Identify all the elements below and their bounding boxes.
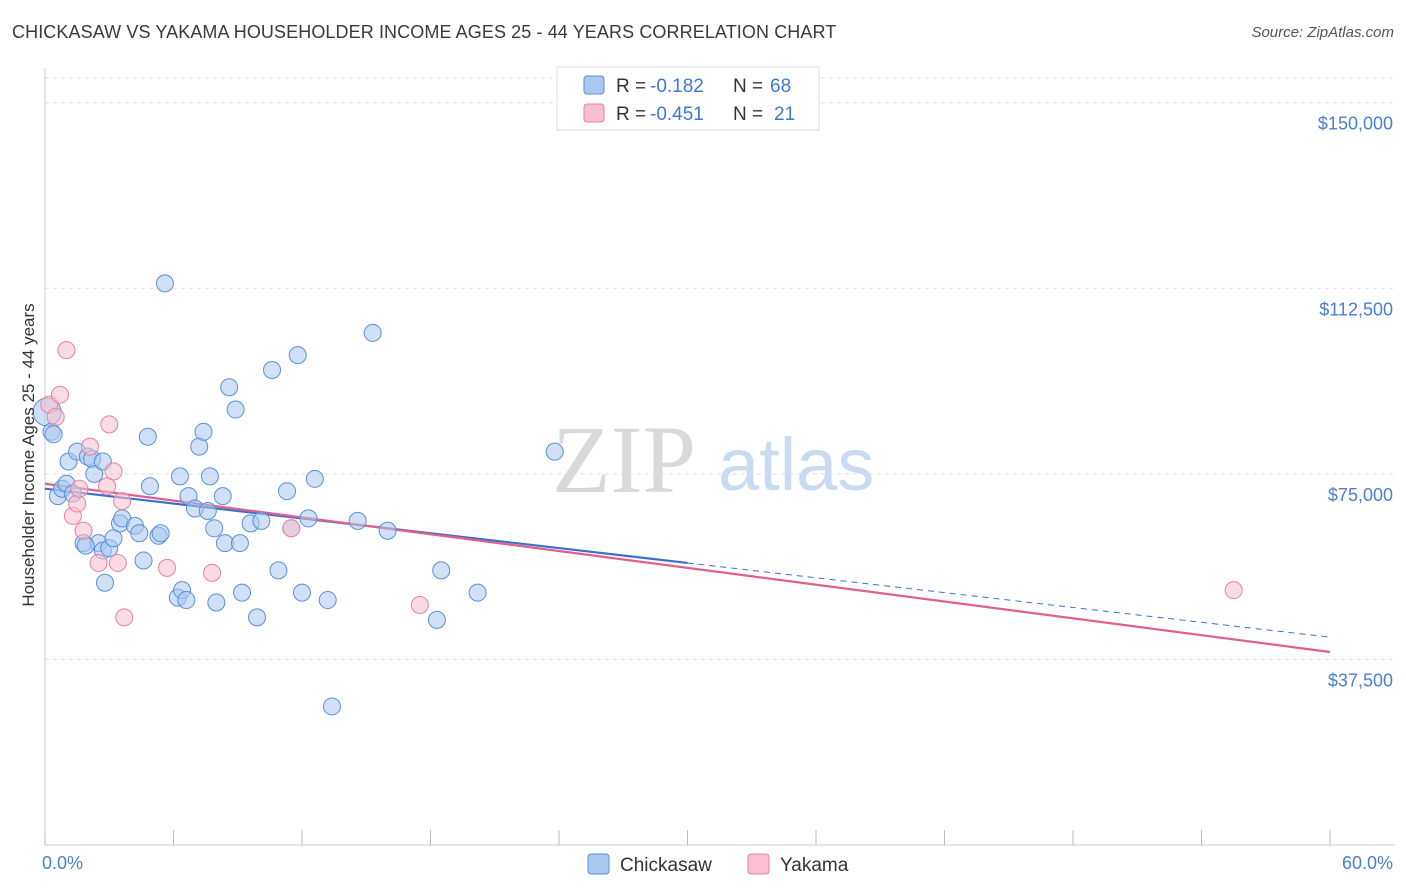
point-chickasaw xyxy=(130,524,149,543)
point-yakama xyxy=(70,479,89,498)
point-chickasaw xyxy=(248,608,267,627)
point-yakama xyxy=(74,521,93,540)
point-chickasaw xyxy=(288,346,307,365)
point-yakama xyxy=(115,608,134,627)
point-yakama xyxy=(68,494,87,513)
trend-line-chickasaw-extension xyxy=(687,562,1331,638)
legend-r-label: R = xyxy=(616,104,646,125)
point-yakama xyxy=(113,492,132,511)
point-chickasaw xyxy=(200,467,219,486)
watermark-zip: ZIP xyxy=(552,406,696,513)
point-chickasaw xyxy=(76,536,95,555)
bottom-legend-yakama: Yakama xyxy=(780,855,849,876)
point-chickasaw xyxy=(155,274,174,293)
trend-lines xyxy=(44,482,1331,654)
point-yakama xyxy=(57,341,76,360)
point-chickasaw xyxy=(215,534,234,553)
y-tick-label: $75,000 xyxy=(1328,485,1393,505)
point-chickasaw xyxy=(226,400,245,419)
chart-title: CHICKASAW VS YAKAMA HOUSEHOLDER INCOME A… xyxy=(12,22,837,42)
point-yakama xyxy=(1224,581,1243,600)
point-chickasaw xyxy=(207,593,226,612)
point-yakama xyxy=(104,462,123,481)
point-chickasaw xyxy=(263,360,282,379)
point-chickasaw xyxy=(198,501,217,520)
point-chickasaw xyxy=(140,477,159,496)
legend-n-label: N = xyxy=(733,76,763,97)
point-yakama xyxy=(282,519,301,538)
point-yakama xyxy=(89,553,108,572)
point-yakama xyxy=(108,553,127,572)
point-yakama xyxy=(50,385,69,404)
legend-n-yakama: 21 xyxy=(774,104,795,125)
watermark-atlas: atlas xyxy=(718,423,874,506)
point-yakama xyxy=(98,477,117,496)
bottom-legend-swatch-chickasaw xyxy=(587,853,610,875)
data-points xyxy=(32,274,1243,716)
point-chickasaw xyxy=(278,482,297,501)
legend-swatch-yakama xyxy=(583,103,605,123)
y-tick-label: $112,500 xyxy=(1319,299,1393,319)
bottom-legend: Chickasaw Yakama xyxy=(587,853,849,876)
tick-labels: $37,500 $75,000 $112,500 $150,000 0.0% 60.0% xyxy=(42,114,1393,873)
legend: R = -0.182 N = 68 R = -0.451 N = 21 xyxy=(556,66,820,131)
point-chickasaw xyxy=(252,511,271,530)
point-chickasaw xyxy=(427,610,446,629)
point-chickasaw xyxy=(170,467,189,486)
point-chickasaw xyxy=(177,591,196,610)
point-chickasaw xyxy=(205,519,224,538)
point-chickasaw xyxy=(378,521,397,540)
point-chickasaw xyxy=(151,524,170,543)
y-tick-label: $37,500 xyxy=(1328,670,1393,690)
point-chickasaw xyxy=(230,534,249,553)
point-yakama xyxy=(158,558,177,577)
point-yakama xyxy=(46,407,65,426)
x-tick-label-min: 0.0% xyxy=(42,853,83,873)
point-chickasaw xyxy=(190,437,209,456)
point-chickasaw xyxy=(322,697,341,716)
legend-r-chickasaw: -0.182 xyxy=(650,76,704,97)
point-chickasaw xyxy=(348,511,367,530)
point-chickasaw xyxy=(95,573,114,592)
point-chickasaw xyxy=(134,551,153,570)
bottom-legend-chickasaw: Chickasaw xyxy=(620,855,712,876)
legend-r-yakama: -0.451 xyxy=(650,104,704,125)
point-chickasaw xyxy=(269,561,288,580)
point-chickasaw xyxy=(220,378,239,397)
legend-r-label: R = xyxy=(616,76,646,97)
x-tick-label-max: 60.0% xyxy=(1342,853,1393,873)
point-chickasaw xyxy=(305,469,324,488)
bottom-legend-swatch-yakama xyxy=(747,853,770,875)
legend-n-label: N = xyxy=(733,104,763,125)
legend-n-chickasaw: 68 xyxy=(770,76,791,97)
y-tick-label: $150,000 xyxy=(1318,114,1393,134)
point-chickasaw xyxy=(432,561,451,580)
point-yakama xyxy=(203,563,222,582)
point-chickasaw xyxy=(293,583,311,602)
point-chickasaw xyxy=(138,427,157,446)
point-yakama xyxy=(410,596,429,615)
trend-line-yakama xyxy=(44,482,1331,654)
point-chickasaw xyxy=(85,464,104,483)
point-chickasaw xyxy=(299,509,318,528)
point-chickasaw xyxy=(194,422,213,441)
point-chickasaw xyxy=(318,591,337,610)
source-credit: Source: ZipAtlas.com xyxy=(1251,24,1394,41)
point-chickasaw xyxy=(468,583,487,602)
axes xyxy=(44,68,1395,846)
y-axis-title: Householder Income Ages 25 - 44 years xyxy=(19,303,38,606)
point-chickasaw xyxy=(44,425,63,444)
legend-swatch-chickasaw xyxy=(583,75,605,95)
point-chickasaw xyxy=(545,442,564,461)
point-chickasaw xyxy=(213,487,232,506)
point-yakama xyxy=(100,415,119,434)
point-chickasaw xyxy=(104,529,123,548)
point-chickasaw xyxy=(363,323,382,342)
point-yakama xyxy=(80,437,99,456)
point-chickasaw xyxy=(233,583,252,602)
